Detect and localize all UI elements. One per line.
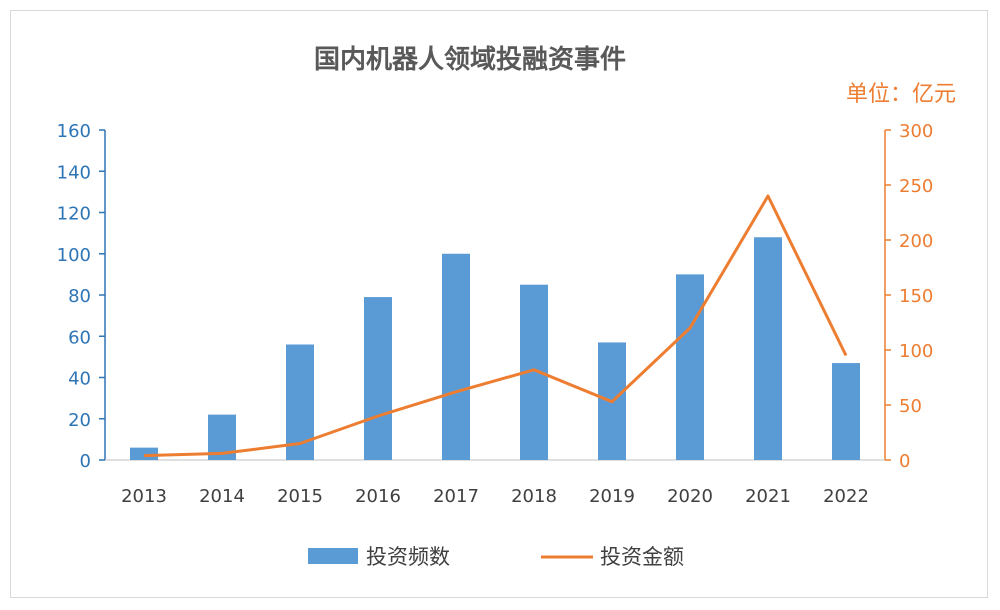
- right-tick-label: 150: [899, 286, 933, 307]
- x-tick-label: 2018: [511, 486, 557, 507]
- legend-swatch-bar: [308, 548, 358, 564]
- left-tick-label: 80: [68, 286, 91, 307]
- left-tick-label: 40: [68, 369, 91, 390]
- bar-2017: [442, 253, 470, 460]
- chart-title: 国内机器人领域投融资事件: [314, 44, 626, 75]
- x-tick-label: 2020: [667, 486, 713, 507]
- legend-label-line: 投资金额: [600, 545, 684, 569]
- line-series: [143, 194, 848, 458]
- bar-2022: [832, 363, 860, 460]
- x-tick-label: 2015: [277, 486, 323, 507]
- x-tick-label: 2017: [433, 486, 479, 507]
- amount-line: [143, 194, 848, 458]
- legend: 投资频数 投资金额: [308, 545, 684, 569]
- left-axis: 0 20 40 60 80 100 120 140 160: [57, 121, 106, 472]
- legend-label-bar: 投资频数: [366, 545, 450, 569]
- chart-frame: [10, 10, 988, 598]
- right-axis: 0 50 100 150 200 250 300: [884, 121, 933, 472]
- bar-2020: [676, 274, 704, 460]
- x-axis: 2013 2014 2015 2016 2017 2018 2019 2020 2021 2022: [105, 459, 885, 507]
- right-tick-label: 100: [899, 341, 933, 362]
- bar-2021: [754, 237, 782, 460]
- x-tick-label: 2016: [355, 486, 401, 507]
- left-tick-label: 100: [57, 245, 91, 266]
- x-tick-label: 2021: [745, 486, 791, 507]
- x-tick-label: 2013: [121, 486, 167, 507]
- right-tick-label: 50: [899, 396, 922, 417]
- unit-label: 单位：亿元: [846, 82, 956, 107]
- right-tick-label: 200: [899, 231, 933, 252]
- x-tick-label: 2014: [199, 486, 245, 507]
- left-tick-label: 140: [57, 162, 91, 183]
- left-tick-label: 60: [68, 327, 91, 348]
- bar-2013: [130, 447, 158, 460]
- left-tick-label: 20: [68, 410, 91, 431]
- left-tick-label: 120: [57, 204, 91, 225]
- right-tick-label: 0: [899, 451, 910, 472]
- left-tick-label: 160: [57, 121, 91, 142]
- left-tick-label: 0: [80, 451, 91, 472]
- x-tick-label: 2022: [823, 486, 869, 507]
- right-tick-label: 250: [899, 176, 933, 197]
- x-tick-label: 2019: [589, 486, 635, 507]
- bar-2016: [364, 297, 392, 460]
- right-tick-label: 300: [899, 121, 933, 142]
- bar-series: [130, 237, 860, 460]
